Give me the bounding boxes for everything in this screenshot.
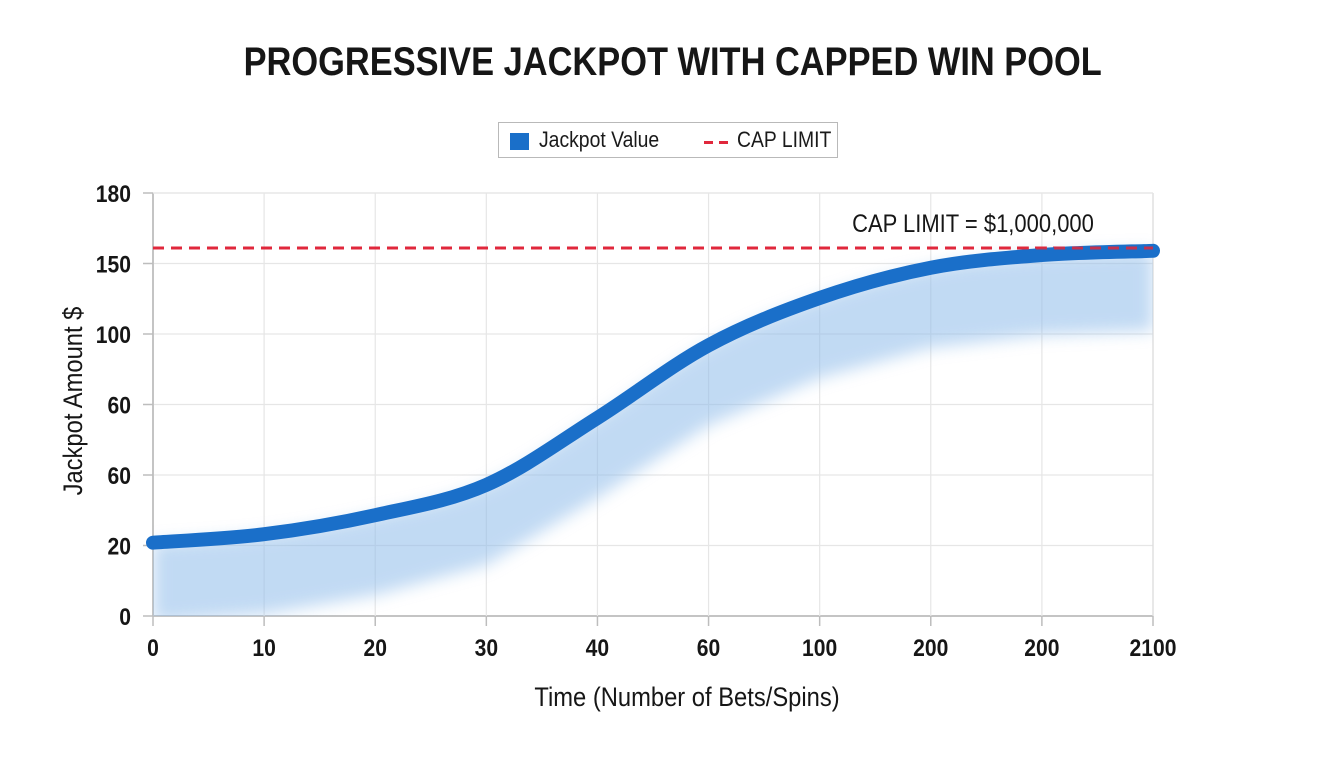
x-tick-label: 20: [363, 635, 386, 662]
x-tick-label: 2100: [1130, 635, 1177, 662]
axes: [143, 192, 1154, 626]
legend-swatch-jackpot: [510, 133, 529, 150]
cap-annotation: CAP LIMIT = $1,000,000: [852, 210, 1094, 238]
x-axis-title: Time (Number of Bets/Spins): [534, 683, 839, 713]
x-tick-label: 100: [802, 635, 837, 662]
y-tick-label: 0: [119, 604, 131, 631]
x-tick-label: 30: [475, 635, 498, 662]
jackpot-value-line: [146, 243, 1160, 550]
y-tick-label: 100: [96, 322, 131, 349]
y-tick-label: 20: [108, 533, 131, 560]
x-tick-label: 200: [1024, 635, 1059, 662]
y-axis-title: Jackpot Amount $: [59, 307, 89, 496]
legend-dash-1: [704, 141, 713, 144]
y-tick-label: 60: [108, 463, 131, 490]
x-tick-label: 10: [252, 635, 275, 662]
y-tick-label: 150: [96, 251, 131, 278]
legend-label-cap: CAP LIMIT: [737, 127, 832, 152]
x-tick-label: 200: [913, 635, 948, 662]
tick-labels: 0 20 60 60 100 150 180 0 10 20 30 40 60 100 200 200 2100: [96, 181, 1177, 662]
x-tick-label: 0: [147, 635, 159, 662]
legend: Jackpot Value CAP LIMIT: [498, 122, 838, 158]
x-tick-label: 40: [586, 635, 609, 662]
chart-title: PROGRESSIVE JACKPOT WITH CAPPED WIN POOL: [243, 40, 1102, 84]
area-fill: [153, 250, 1153, 616]
y-tick-label: 180: [96, 181, 131, 208]
y-tick-label: 60: [108, 392, 131, 419]
legend-dash-2: [719, 141, 728, 144]
x-tick-label: 60: [697, 635, 720, 662]
legend-label-jackpot: Jackpot Value: [539, 127, 660, 152]
line-layer: [146, 243, 1160, 550]
area-fill-layer: [153, 250, 1153, 616]
